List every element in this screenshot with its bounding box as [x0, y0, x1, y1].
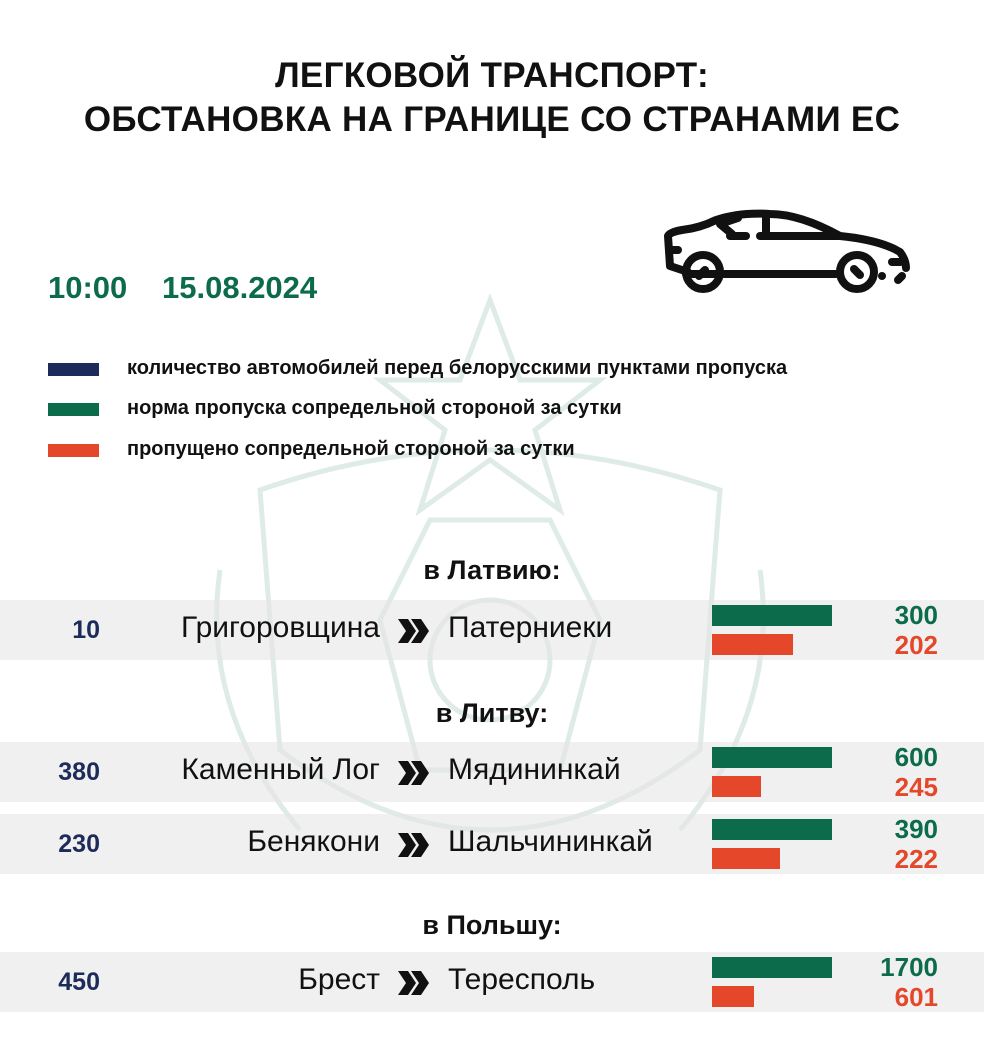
queue-count: 10	[72, 616, 100, 644]
from-checkpoint: Григоровщина	[181, 611, 380, 644]
to-checkpoint: Шальчининкай	[448, 825, 653, 858]
group-heading: в Латвию:	[423, 555, 561, 585]
legend-swatch-passed	[48, 444, 99, 457]
from-checkpoint: Бенякони	[247, 825, 380, 858]
norm-bar	[712, 957, 832, 978]
norm-value: 1700	[880, 952, 938, 982]
passed-bar	[712, 634, 793, 655]
to-checkpoint: Патерниеки	[448, 611, 613, 644]
time-label: 10:00	[48, 270, 128, 305]
page-title: ЛЕГКОВОЙ ТРАНСПОРТ: ОБСТАНОВКА НА ГРАНИЦ…	[0, 54, 984, 142]
queue-count: 450	[58, 968, 100, 996]
to-checkpoint: Мядининкай	[448, 753, 621, 786]
queue-count: 230	[58, 830, 100, 858]
car-icon	[664, 209, 910, 293]
legend-label-queue: количество автомобилей перед белорусским…	[127, 357, 788, 379]
group-heading: в Польшу:	[422, 910, 562, 940]
norm-bar	[712, 819, 832, 840]
passed-bar	[712, 848, 780, 869]
passed-value: 222	[894, 844, 938, 874]
norm-value: 300	[894, 600, 938, 630]
norm-bar	[712, 605, 832, 626]
from-checkpoint: Брест	[298, 963, 380, 996]
passed-value: 202	[894, 630, 938, 660]
norm-bar	[712, 747, 832, 768]
passed-bar	[712, 776, 761, 797]
norm-value: 600	[894, 742, 938, 772]
passed-value: 601	[894, 982, 938, 1012]
passed-bar	[712, 986, 754, 1007]
legend-label-passed: пропущено сопредельной стороной за сутки	[127, 438, 575, 460]
to-checkpoint: Тересполь	[448, 963, 596, 996]
double-chevron-right-icon	[398, 833, 429, 857]
title-line-1: ЛЕГКОВОЙ ТРАНСПОРТ:	[275, 56, 709, 95]
title-line-2: ОБСТАНОВКА НА ГРАНИЦЕ СО СТРАНАМИ ЕС	[83, 100, 901, 139]
queue-count: 380	[58, 758, 100, 786]
date-label: 15.08.2024	[162, 270, 318, 305]
double-chevron-right-icon	[398, 619, 429, 643]
from-checkpoint: Каменный Лог	[181, 753, 380, 786]
norm-value: 390	[894, 814, 938, 844]
legend-swatch-norm	[48, 403, 99, 416]
passed-value: 245	[894, 772, 938, 802]
group-heading: в Литву:	[435, 698, 549, 728]
legend-swatch-queue	[48, 363, 99, 376]
legend-label-norm: норма пропуска сопредельной стороной за …	[127, 397, 622, 419]
double-chevron-right-icon	[398, 761, 429, 785]
double-chevron-right-icon	[398, 971, 429, 995]
